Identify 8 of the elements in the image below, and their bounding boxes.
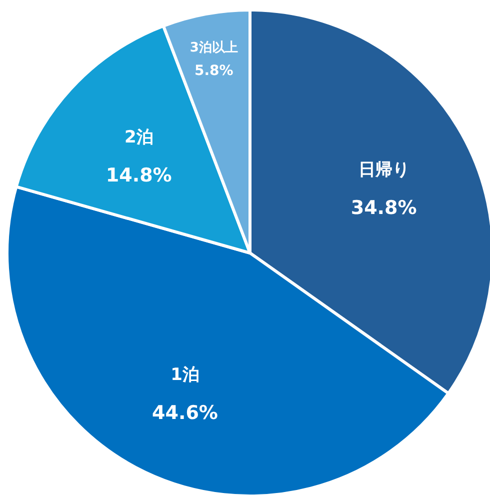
slice-label: 2泊	[124, 127, 154, 148]
data-label: 5.8%	[194, 63, 234, 80]
slice-label: 1泊	[170, 364, 200, 385]
data-label: 14.8%	[106, 164, 172, 186]
data-label: 34.8%	[350, 196, 417, 219]
slice-label: 3泊以上	[190, 40, 238, 56]
data-label: 44.6%	[152, 402, 218, 424]
slice-label: 日帰り	[358, 160, 410, 180]
